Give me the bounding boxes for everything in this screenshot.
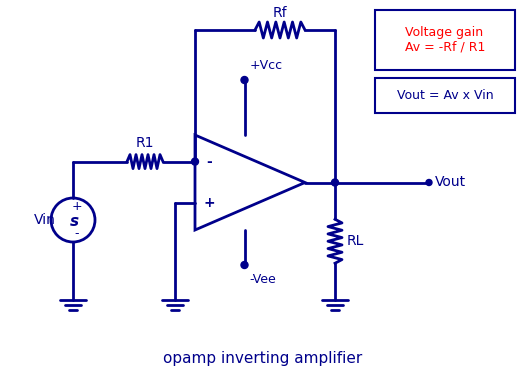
Text: opamp inverting amplifier: opamp inverting amplifier <box>163 350 363 366</box>
Circle shape <box>191 158 199 165</box>
Text: -Vee: -Vee <box>249 273 276 286</box>
Text: -: - <box>206 155 212 169</box>
Circle shape <box>426 180 432 186</box>
Text: R1: R1 <box>136 136 154 150</box>
Text: -: - <box>75 228 79 241</box>
Text: Voltage gain
Av = -Rf / R1: Voltage gain Av = -Rf / R1 <box>405 26 485 54</box>
Text: Vout = Av x Vin: Vout = Av x Vin <box>397 89 493 102</box>
Circle shape <box>241 262 248 269</box>
Text: s: s <box>70 214 79 228</box>
Text: RL: RL <box>347 234 364 248</box>
Text: +: + <box>72 199 82 212</box>
Text: Rf: Rf <box>272 6 287 20</box>
FancyBboxPatch shape <box>375 78 515 113</box>
Circle shape <box>331 179 338 186</box>
Text: +: + <box>203 196 215 211</box>
Text: Vin: Vin <box>34 213 56 227</box>
FancyBboxPatch shape <box>375 10 515 70</box>
Text: Vout: Vout <box>435 176 466 189</box>
Circle shape <box>241 77 248 83</box>
Text: +Vcc: +Vcc <box>249 59 282 72</box>
